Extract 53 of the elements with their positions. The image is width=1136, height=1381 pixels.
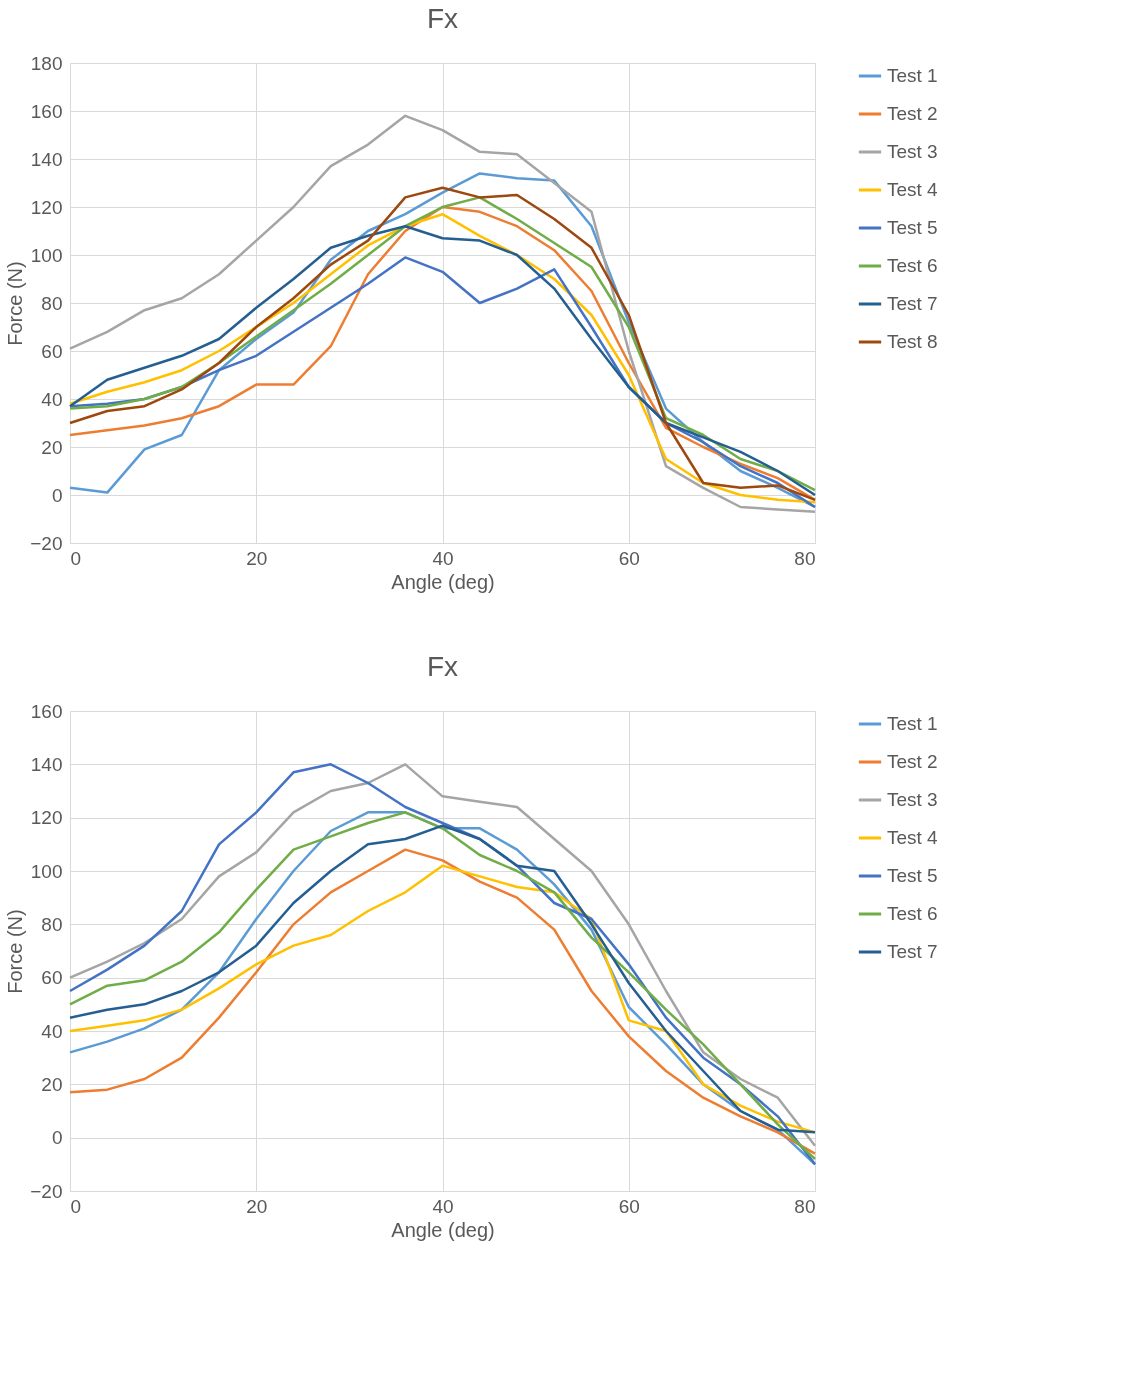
y-tick-label: 180	[30, 52, 63, 74]
legend-label: Test 8	[887, 331, 938, 352]
x-tick-label: 40	[432, 547, 454, 569]
chart-title: Fx	[426, 3, 459, 34]
legend-label: Test 7	[887, 293, 938, 314]
legend-label: Test 2	[887, 103, 938, 124]
y-tick-label: 120	[30, 807, 63, 829]
legend-label: Test 3	[887, 141, 938, 162]
y-tick-label: −20	[30, 1180, 63, 1202]
x-axis-title: Angle (deg)	[391, 570, 495, 593]
y-tick-label: 140	[30, 148, 63, 170]
y-axis-title: Force (N)	[4, 909, 27, 994]
y-tick-label: 160	[30, 700, 63, 722]
legend-label: Test 5	[887, 217, 938, 238]
legend-label: Test 6	[887, 903, 938, 924]
y-tick-label: 40	[41, 388, 63, 410]
y-tick-label: 0	[51, 1127, 63, 1149]
y-tick-label: 100	[30, 244, 63, 266]
x-tick-label: 0	[70, 547, 82, 569]
legend-label: Test 3	[887, 789, 938, 810]
legend-label: Test 7	[887, 941, 938, 962]
x-tick-label: 60	[618, 547, 640, 569]
legend-label: Test 4	[887, 827, 939, 848]
x-axis-title: Angle (deg)	[391, 1218, 495, 1241]
x-tick-label: 20	[246, 1195, 268, 1217]
x-tick-label: 20	[246, 547, 268, 569]
y-tick-label: 60	[41, 967, 63, 989]
x-tick-label: 60	[618, 1195, 640, 1217]
y-tick-label: 20	[41, 436, 63, 458]
x-tick-label: 80	[794, 1195, 816, 1217]
y-tick-label: 60	[41, 340, 63, 362]
legend-label: Test 5	[887, 865, 938, 886]
y-tick-label: 80	[41, 292, 63, 314]
legend-label: Test 6	[887, 255, 938, 276]
y-tick-label: −20	[30, 532, 63, 554]
line-series	[68, 114, 817, 514]
legend-label: Test 4	[887, 179, 939, 200]
y-tick-label: 20	[41, 1073, 63, 1095]
x-tick-label: 40	[432, 1195, 454, 1217]
y-axis-title: Force (N)	[4, 261, 27, 346]
y-tick-label: 140	[30, 753, 63, 775]
legend-label: Test 2	[887, 751, 938, 772]
y-tick-label: 80	[41, 913, 63, 935]
x-tick-label: 80	[794, 547, 816, 569]
y-tick-label: 120	[30, 196, 63, 218]
y-tick-label: 160	[30, 100, 63, 122]
legend-label: Test 1	[887, 65, 938, 86]
y-tick-label: 0	[51, 484, 63, 506]
y-tick-label: 40	[41, 1020, 63, 1042]
y-tick-label: 100	[30, 860, 63, 882]
legend-label: Test 1	[887, 713, 938, 734]
chart-title: Fx	[426, 651, 459, 682]
x-tick-label: 0	[70, 1195, 82, 1217]
